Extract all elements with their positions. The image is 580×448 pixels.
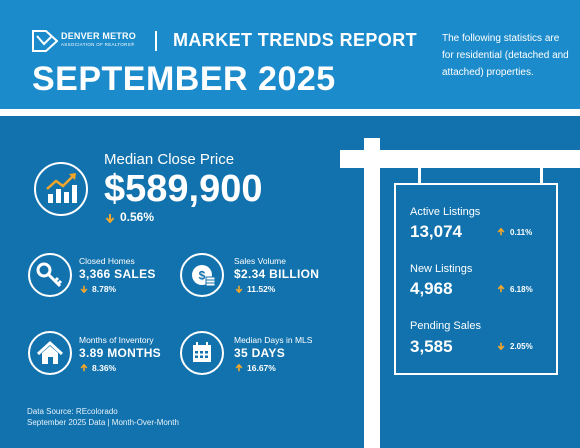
sign-crossbar bbox=[340, 150, 580, 168]
dmar-logo-icon bbox=[32, 30, 58, 52]
trend-chart-icon bbox=[46, 173, 77, 203]
data-source: Data Source: REcolorado September 2025 D… bbox=[27, 406, 179, 428]
header-banner: DENVER METRO ASSOCIATION OF REALTORS® MA… bbox=[0, 0, 580, 109]
arrow-down-icon bbox=[497, 342, 505, 350]
active-listings-value: 13,074 bbox=[410, 222, 462, 241]
scope-note: The following statistics are for residen… bbox=[442, 33, 569, 78]
house-icon bbox=[36, 340, 64, 364]
arrow-down-icon bbox=[80, 285, 88, 293]
median-price-icon-circle bbox=[34, 162, 88, 216]
pending-sales-value: 3,585 bbox=[410, 337, 453, 356]
new-listings-value: 4,968 bbox=[410, 279, 453, 298]
brand-name: DENVER METRO bbox=[61, 31, 136, 41]
closed-homes-label: Closed Homes bbox=[79, 256, 135, 266]
arrow-up-icon bbox=[497, 228, 505, 236]
header-divider bbox=[155, 31, 157, 51]
inventory-label: Months of Inventory bbox=[79, 335, 154, 345]
pending-sales-label: Pending Sales bbox=[410, 320, 481, 332]
source-line-2: September 2025 Data | Month-Over-Month bbox=[27, 418, 179, 427]
arrow-up-icon bbox=[80, 364, 88, 372]
report-title: MARKET TRENDS REPORT bbox=[173, 30, 418, 50]
source-line-1: Data Source: REcolorado bbox=[27, 407, 118, 416]
sign-hook-right bbox=[540, 168, 543, 183]
pending-sales-change: 2.05% bbox=[510, 342, 533, 351]
sales-volume-change: 11.52% bbox=[247, 284, 276, 294]
median-price-value: $589,900 bbox=[104, 168, 263, 210]
sales-volume-value: $2.34 BILLION bbox=[234, 267, 320, 281]
arrow-down-icon bbox=[235, 285, 243, 293]
arrow-up-icon bbox=[497, 285, 505, 293]
closed-homes-change: 8.78% bbox=[92, 284, 117, 294]
arrow-down-icon bbox=[105, 214, 115, 223]
month-title: SEPTEMBER 2025 bbox=[32, 60, 336, 98]
inventory-value: 3.89 MONTHS bbox=[79, 346, 161, 360]
sign-hook-left bbox=[418, 168, 421, 183]
days-mls-value: 35 DAYS bbox=[234, 346, 286, 360]
new-listings-label: New Listings bbox=[410, 263, 473, 275]
calendar-icon bbox=[193, 342, 211, 362]
svg-text:$: $ bbox=[199, 269, 206, 283]
days-mls-label: Median Days in MLS bbox=[234, 335, 313, 345]
brand: DENVER METRO ASSOCIATION OF REALTORS® bbox=[61, 31, 136, 48]
new-listings-change: 6.18% bbox=[510, 285, 533, 294]
median-price-change: 0.56% bbox=[120, 210, 155, 224]
inventory-change: 8.36% bbox=[92, 363, 117, 373]
active-listings-change: 0.11% bbox=[510, 228, 533, 237]
median-price-label: Median Close Price bbox=[104, 151, 235, 168]
sales-volume-label: Sales Volume bbox=[234, 256, 286, 266]
arrow-up-icon bbox=[235, 364, 243, 372]
brand-subtitle: ASSOCIATION OF REALTORS® bbox=[61, 42, 135, 47]
inventory-icon-circle bbox=[28, 331, 72, 375]
sales-volume-icon-circle: $ bbox=[180, 253, 224, 297]
closed-homes-icon-circle bbox=[28, 253, 72, 297]
days-mls-icon-circle bbox=[180, 331, 224, 375]
sign-post bbox=[364, 138, 380, 448]
closed-homes-value: 3,366 SALES bbox=[79, 267, 156, 281]
active-listings-label: Active Listings bbox=[410, 206, 481, 218]
coins-icon: $ bbox=[192, 265, 216, 287]
sign-board bbox=[394, 183, 558, 375]
days-mls-change: 16.67% bbox=[247, 363, 276, 373]
key-icon bbox=[36, 262, 63, 288]
